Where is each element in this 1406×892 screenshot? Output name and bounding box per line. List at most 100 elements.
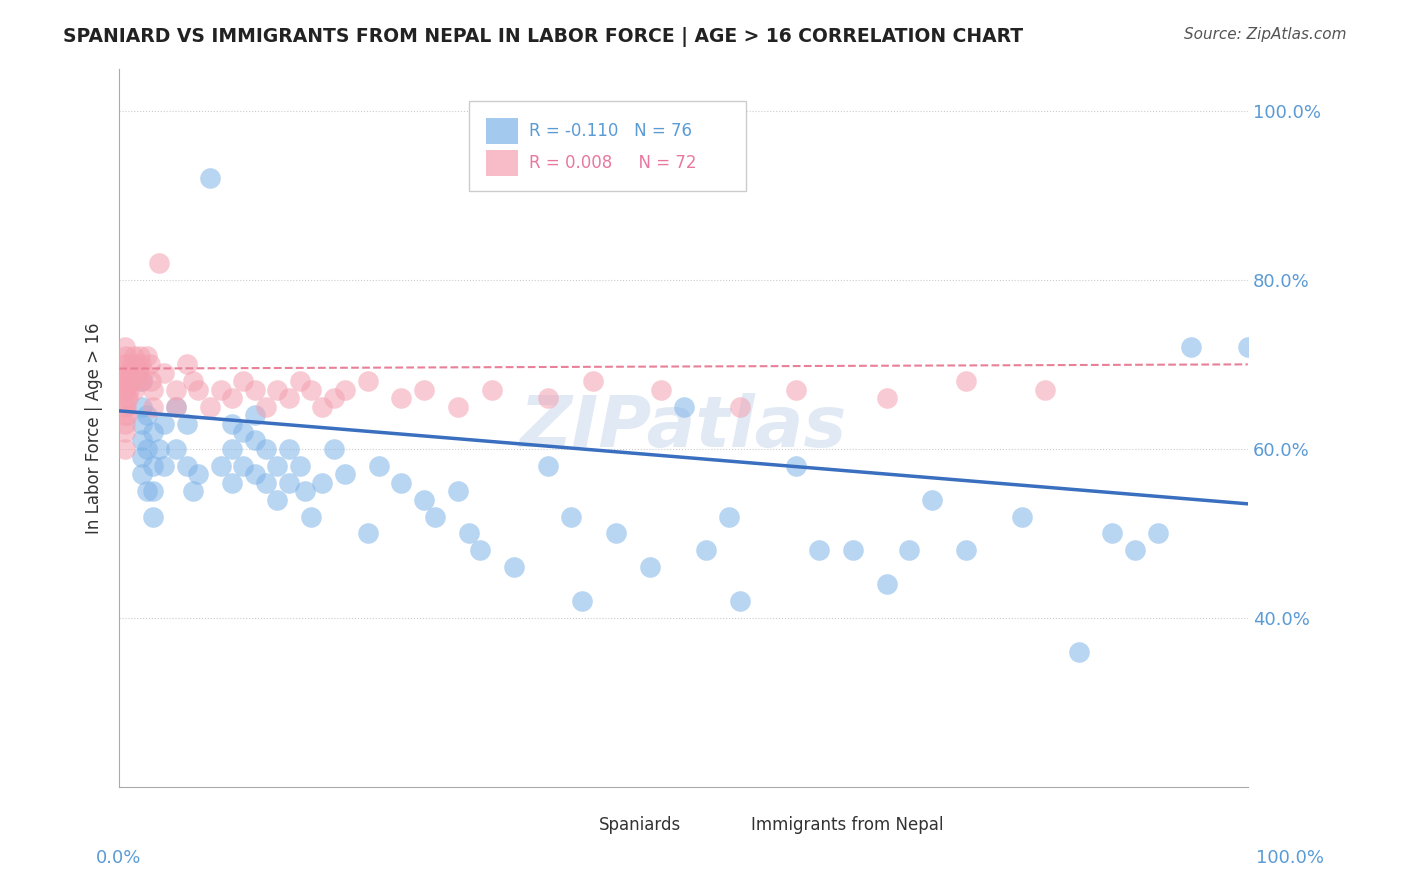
Point <box>728 400 751 414</box>
Point <box>114 408 136 422</box>
Point <box>115 408 138 422</box>
Point <box>122 383 145 397</box>
Point <box>447 484 470 499</box>
FancyBboxPatch shape <box>486 118 517 144</box>
Point <box>132 366 155 380</box>
Point <box>921 492 943 507</box>
Point <box>243 434 266 448</box>
Point <box>1033 383 1056 397</box>
Point <box>221 475 243 490</box>
Point <box>254 475 277 490</box>
Point <box>266 458 288 473</box>
Text: R = -0.110   N = 76: R = -0.110 N = 76 <box>529 122 692 140</box>
Point <box>131 400 153 414</box>
Point <box>128 349 150 363</box>
Point <box>142 383 165 397</box>
Point <box>131 450 153 465</box>
Point <box>221 391 243 405</box>
Point <box>142 484 165 499</box>
Point <box>1146 526 1168 541</box>
Point <box>288 374 311 388</box>
Point <box>638 560 661 574</box>
Point <box>117 374 139 388</box>
Point <box>136 442 159 456</box>
Point <box>181 374 204 388</box>
Point <box>153 366 176 380</box>
Point <box>176 357 198 371</box>
Point <box>115 357 138 371</box>
Point <box>120 374 142 388</box>
Point <box>299 383 322 397</box>
Point <box>294 484 316 499</box>
Point <box>413 492 436 507</box>
Point <box>209 383 232 397</box>
Point <box>165 442 187 456</box>
Point <box>356 526 378 541</box>
Point <box>121 366 143 380</box>
Point <box>299 509 322 524</box>
FancyBboxPatch shape <box>470 101 745 191</box>
Point <box>447 400 470 414</box>
Point <box>142 425 165 439</box>
Point <box>717 509 740 524</box>
Point <box>198 171 221 186</box>
Point <box>333 383 356 397</box>
Point <box>243 467 266 482</box>
Point <box>115 391 138 405</box>
Point <box>122 349 145 363</box>
Point <box>785 383 807 397</box>
Point <box>114 442 136 456</box>
Point <box>136 408 159 422</box>
Point <box>115 349 138 363</box>
Point <box>391 391 413 405</box>
Point <box>127 366 149 380</box>
Point <box>232 425 254 439</box>
Point <box>1123 543 1146 558</box>
Point <box>115 383 138 397</box>
Point <box>114 341 136 355</box>
Point <box>165 400 187 414</box>
Point <box>118 366 141 380</box>
Point <box>114 425 136 439</box>
FancyBboxPatch shape <box>714 816 741 834</box>
Point <box>142 509 165 524</box>
Point <box>243 383 266 397</box>
Point <box>176 458 198 473</box>
Point <box>277 475 299 490</box>
Point <box>232 374 254 388</box>
Point <box>898 543 921 558</box>
Text: Immigrants from Nepal: Immigrants from Nepal <box>751 816 943 834</box>
Point <box>876 577 898 591</box>
Point <box>181 484 204 499</box>
Point <box>131 417 153 431</box>
Text: Source: ZipAtlas.com: Source: ZipAtlas.com <box>1184 27 1347 42</box>
Point <box>124 366 146 380</box>
Point <box>131 374 153 388</box>
Point <box>176 417 198 431</box>
Point <box>114 383 136 397</box>
Point <box>187 383 209 397</box>
Point <box>115 366 138 380</box>
Point <box>115 374 138 388</box>
Point <box>136 484 159 499</box>
Point <box>322 391 344 405</box>
Point <box>537 391 560 405</box>
Point <box>1067 645 1090 659</box>
Point <box>209 458 232 473</box>
Point <box>198 400 221 414</box>
Point <box>785 458 807 473</box>
FancyBboxPatch shape <box>561 816 589 834</box>
Point <box>728 594 751 608</box>
Point <box>876 391 898 405</box>
Point <box>187 467 209 482</box>
Point <box>118 383 141 397</box>
Point <box>117 391 139 405</box>
Point <box>221 417 243 431</box>
Point <box>266 492 288 507</box>
Text: R = 0.008     N = 72: R = 0.008 N = 72 <box>529 154 696 172</box>
Point <box>114 357 136 371</box>
Point <box>277 442 299 456</box>
FancyBboxPatch shape <box>486 151 517 177</box>
Point <box>391 475 413 490</box>
Point <box>605 526 627 541</box>
